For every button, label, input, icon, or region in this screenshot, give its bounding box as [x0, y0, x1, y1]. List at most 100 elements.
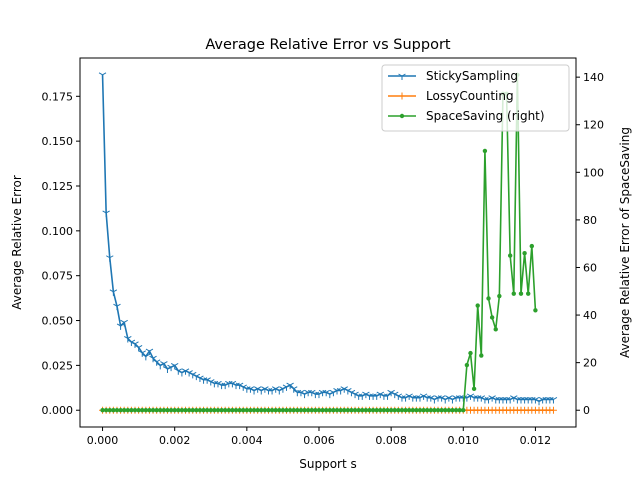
- data-point: [165, 408, 170, 413]
- data-point: [291, 408, 296, 413]
- data-point: [414, 408, 419, 413]
- x-tick-label: 0.000: [87, 434, 119, 447]
- data-point: [273, 408, 278, 413]
- data-point: [435, 408, 441, 413]
- data-point: [244, 408, 250, 413]
- data-point: [161, 408, 167, 413]
- data-point: [443, 408, 448, 413]
- data-point: [370, 408, 376, 413]
- data-point: [284, 408, 289, 413]
- data-point: [352, 408, 358, 413]
- data-point: [114, 408, 120, 413]
- data-point: [118, 408, 123, 413]
- data-point: [493, 327, 498, 332]
- data-point: [486, 296, 491, 301]
- data-point: [98, 72, 107, 79]
- data-point: [305, 408, 311, 413]
- data-point: [120, 319, 128, 327]
- data-point: [194, 408, 199, 413]
- data-point: [479, 353, 484, 358]
- data-point: [125, 408, 130, 413]
- data-point: [179, 408, 185, 413]
- data-point: [385, 408, 390, 413]
- data-point: [287, 408, 293, 413]
- data-point: [471, 386, 477, 392]
- data-point: [109, 289, 118, 296]
- data-point: [269, 408, 275, 413]
- data-point: [222, 408, 228, 413]
- data-point: [204, 408, 210, 413]
- data-point: [450, 408, 455, 413]
- data-point: [145, 348, 154, 356]
- data-point: [511, 291, 516, 296]
- x-tick-label: 0.002: [159, 434, 191, 447]
- left-y-tick-label: 0.025: [42, 359, 74, 372]
- left-y-axis: 0.000 0.025 0.050 0.075 0.100 0.125 0.150 0.175: [42, 90, 80, 417]
- data-point: [464, 362, 470, 368]
- data-point: [453, 408, 459, 413]
- data-point: [219, 408, 224, 413]
- left-y-tick-label: 0.100: [42, 225, 74, 238]
- data-point: [507, 253, 513, 258]
- data-point: [446, 408, 452, 413]
- legend-marker: [398, 73, 406, 80]
- legend: StickySampling LossyCounting SpaceSaving (…: [381, 64, 570, 132]
- data-point: [277, 408, 282, 413]
- legend-marker: [399, 113, 405, 119]
- data-point: [338, 408, 343, 413]
- legend-label: StickySampling: [426, 69, 518, 83]
- right-y-tick-label: 80: [583, 214, 597, 227]
- data-point: [197, 408, 203, 413]
- data-point: [334, 408, 340, 413]
- x-axis-label: Support s: [299, 457, 357, 471]
- right-y-tick-label: 100: [583, 166, 604, 179]
- data-point: [241, 408, 246, 413]
- data-point: [399, 408, 405, 413]
- data-point: [432, 408, 437, 413]
- data-point: [266, 408, 271, 413]
- data-point: [428, 408, 434, 413]
- data-point: [396, 408, 401, 413]
- legend-box: [381, 64, 570, 132]
- data-point: [107, 408, 112, 413]
- right-y-tick-label: 60: [583, 261, 597, 274]
- data-point: [150, 408, 156, 413]
- x-tick-label: 0.012: [520, 434, 552, 447]
- data-point: [212, 408, 217, 413]
- legend-item: LossyCounting: [388, 89, 514, 103]
- series-spacesaving-right-: [100, 72, 538, 413]
- data-point: [190, 408, 195, 413]
- plot-frame: [79, 57, 577, 428]
- data-point: [160, 361, 168, 368]
- data-point: [331, 408, 336, 413]
- data-point: [176, 408, 181, 413]
- legend-item: SpaceSaving (right): [388, 109, 545, 123]
- left-y-tick-label: 0.050: [42, 315, 74, 328]
- data-point: [102, 210, 110, 217]
- data-point: [529, 243, 535, 249]
- right-y-tick-label: 140: [583, 71, 604, 84]
- x-tick-label: 0.010: [448, 434, 480, 447]
- data-point: [313, 408, 318, 413]
- data-point: [392, 408, 397, 413]
- data-point: [111, 408, 116, 413]
- data-point: [327, 408, 333, 413]
- data-point: [255, 408, 260, 413]
- data-point: [489, 315, 495, 320]
- data-point: [170, 362, 179, 370]
- left-y-axis-label: Average Relative Error: [10, 175, 24, 310]
- right-y-tick-label: 20: [583, 357, 597, 370]
- data-point: [518, 291, 524, 296]
- data-point: [201, 408, 206, 413]
- data-point: [154, 408, 159, 413]
- data-point: [251, 408, 257, 413]
- legend-item: StickySampling: [388, 69, 518, 83]
- data-point: [280, 408, 286, 413]
- data-point: [158, 408, 163, 413]
- data-point: [356, 408, 361, 413]
- data-point: [406, 408, 412, 413]
- data-point: [215, 408, 221, 413]
- data-point: [475, 303, 480, 308]
- x-tick-label: 0.008: [375, 434, 407, 447]
